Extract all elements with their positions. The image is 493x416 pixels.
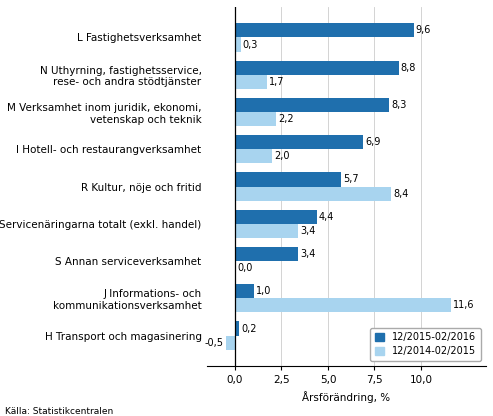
Text: 3,4: 3,4 bbox=[300, 249, 316, 259]
Bar bbox=[235, 149, 272, 163]
Bar bbox=[235, 112, 276, 126]
Text: 5,7: 5,7 bbox=[343, 174, 359, 184]
Bar bbox=[235, 75, 267, 89]
Bar bbox=[235, 284, 253, 298]
Text: 6,9: 6,9 bbox=[365, 137, 381, 147]
Bar bbox=[235, 210, 317, 224]
Text: 0,2: 0,2 bbox=[241, 324, 256, 334]
Bar bbox=[235, 98, 389, 112]
Text: 8,3: 8,3 bbox=[391, 100, 407, 110]
Bar bbox=[235, 135, 363, 149]
Bar bbox=[226, 336, 235, 350]
Bar bbox=[235, 247, 298, 261]
X-axis label: Årsförändring, %: Årsförändring, % bbox=[303, 391, 390, 403]
Bar bbox=[235, 224, 298, 238]
Text: 8,8: 8,8 bbox=[401, 63, 416, 73]
Bar bbox=[235, 298, 451, 312]
Text: 2,2: 2,2 bbox=[278, 114, 294, 124]
Bar bbox=[235, 186, 391, 201]
Bar bbox=[235, 322, 239, 336]
Text: 2,0: 2,0 bbox=[275, 151, 290, 161]
Text: 8,4: 8,4 bbox=[393, 188, 409, 198]
Legend: 12/2015-02/2016, 12/2014-02/2015: 12/2015-02/2016, 12/2014-02/2015 bbox=[370, 328, 481, 361]
Text: 0,3: 0,3 bbox=[243, 40, 258, 50]
Bar bbox=[235, 37, 241, 52]
Text: 4,4: 4,4 bbox=[319, 212, 334, 222]
Text: 0,0: 0,0 bbox=[237, 263, 252, 273]
Text: 11,6: 11,6 bbox=[453, 300, 474, 310]
Bar bbox=[235, 23, 414, 37]
Text: 1,7: 1,7 bbox=[269, 77, 284, 87]
Text: 1,0: 1,0 bbox=[256, 286, 271, 296]
Text: 3,4: 3,4 bbox=[300, 226, 316, 236]
Text: 9,6: 9,6 bbox=[416, 25, 431, 35]
Text: -0,5: -0,5 bbox=[205, 338, 223, 348]
Bar bbox=[235, 61, 399, 75]
Bar bbox=[235, 172, 341, 186]
Text: Källa: Statistikcentralen: Källa: Statistikcentralen bbox=[5, 407, 113, 416]
